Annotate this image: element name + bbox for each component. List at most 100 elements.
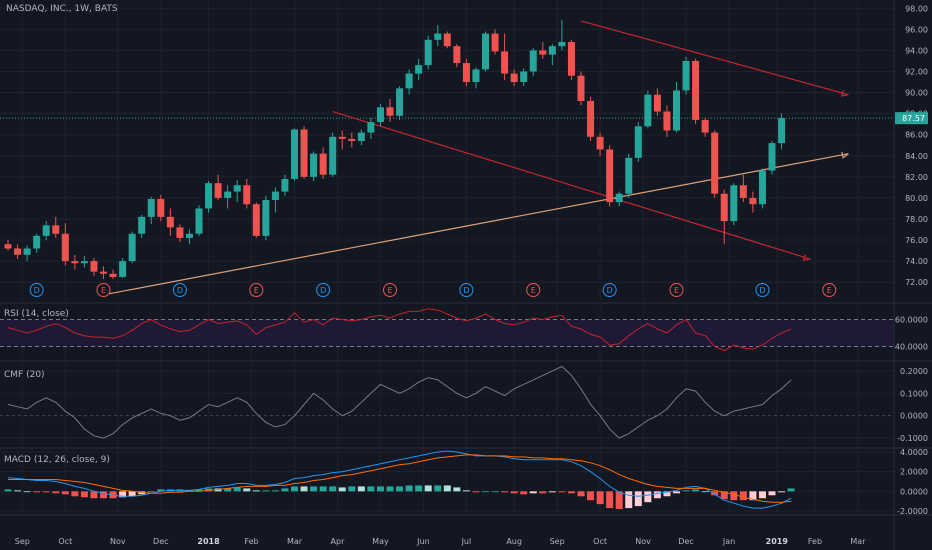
candle-body[interactable] <box>233 185 241 192</box>
candle-body[interactable] <box>606 149 614 203</box>
candle-body[interactable] <box>396 88 404 116</box>
earnings-marker[interactable] <box>526 283 541 297</box>
candle-body[interactable] <box>71 261 79 264</box>
candle-body[interactable] <box>692 60 700 120</box>
candle-body[interactable] <box>23 248 31 255</box>
candle-body[interactable] <box>520 71 528 83</box>
candle-body[interactable] <box>663 111 671 131</box>
candle-body[interactable] <box>482 33 489 70</box>
candle-body[interactable] <box>271 191 279 201</box>
candle-body[interactable] <box>768 143 776 171</box>
candle-body[interactable] <box>682 60 690 91</box>
candle-body[interactable] <box>701 119 709 133</box>
candle-body[interactable] <box>52 225 60 234</box>
candle-body[interactable] <box>291 129 298 179</box>
candle-body[interactable] <box>176 227 184 238</box>
candle-body[interactable] <box>80 261 88 264</box>
candle-body[interactable] <box>42 225 50 236</box>
candle-body[interactable] <box>501 51 509 74</box>
candle-body[interactable] <box>424 39 432 66</box>
candle-body[interactable] <box>319 153 327 175</box>
dividend-marker[interactable] <box>29 283 44 297</box>
candle-body[interactable] <box>539 50 547 55</box>
candle-body[interactable] <box>329 136 337 175</box>
candle-body[interactable] <box>653 94 661 112</box>
candle-body[interactable] <box>386 107 394 116</box>
price-axis[interactable]: 72.00 74.00 76.00 78.00 80.00 82.00 84.00 86.00… <box>895 4 928 516</box>
dividend-marker[interactable] <box>602 283 617 297</box>
dividend-marker[interactable] <box>459 283 474 297</box>
candle-body[interactable] <box>615 193 623 203</box>
candle-body[interactable] <box>739 185 747 198</box>
earnings-marker[interactable] <box>669 283 684 297</box>
trendline[interactable] <box>580 20 849 96</box>
candle-body[interactable] <box>567 41 575 76</box>
candle-body[interactable] <box>730 185 738 222</box>
candle-body[interactable] <box>749 197 757 205</box>
candlestick-series[interactable] <box>4 19 786 280</box>
candle-body[interactable] <box>758 170 766 205</box>
trendline[interactable] <box>332 110 811 260</box>
candle-body[interactable] <box>491 33 499 52</box>
candle-body[interactable] <box>720 193 728 222</box>
candle-body[interactable] <box>634 126 642 158</box>
candle-body[interactable] <box>195 208 203 234</box>
candle-body[interactable] <box>157 198 165 217</box>
candle-body[interactable] <box>33 235 41 249</box>
candle-body[interactable] <box>300 129 308 177</box>
candle-body[interactable] <box>4 244 12 249</box>
candle-body[interactable] <box>90 261 98 272</box>
candle-body[interactable] <box>644 94 652 127</box>
candle-body[interactable] <box>434 33 442 40</box>
dividend-marker[interactable] <box>755 283 770 297</box>
earnings-marker[interactable] <box>383 283 397 297</box>
candle-body[interactable] <box>109 273 117 277</box>
candle-body[interactable] <box>205 183 213 209</box>
candle-body[interactable] <box>138 216 146 234</box>
candle-body[interactable] <box>405 73 413 89</box>
candle-body[interactable] <box>510 73 518 83</box>
earnings-marker[interactable] <box>249 283 264 297</box>
candle-body[interactable] <box>61 233 69 262</box>
candle-body[interactable] <box>443 33 451 47</box>
candle-body[interactable] <box>252 204 260 236</box>
candle-body[interactable] <box>472 69 480 83</box>
candle-body[interactable] <box>147 198 155 217</box>
candle-body[interactable] <box>214 183 222 198</box>
candle-body[interactable] <box>415 65 423 74</box>
dividend-marker[interactable] <box>172 283 187 297</box>
candle-body[interactable] <box>224 191 232 198</box>
trendlines[interactable] <box>103 20 849 296</box>
candle-body[interactable] <box>357 132 365 142</box>
candle-body[interactable] <box>376 107 384 123</box>
candle-body[interactable] <box>128 233 136 262</box>
candle-body[interactable] <box>778 118 786 144</box>
time-axis[interactable]: Sep Oct Nov Dec 2018 Feb Mar Apr May Jun Jul Aug Sep… <box>15 537 866 546</box>
candle-body[interactable] <box>100 271 107 274</box>
trendline[interactable] <box>103 153 849 296</box>
candle-body[interactable] <box>625 157 633 194</box>
candle-body[interactable] <box>367 122 375 133</box>
candle-body[interactable] <box>453 46 461 64</box>
candle-body[interactable] <box>711 132 719 194</box>
candle-body[interactable] <box>558 41 566 47</box>
candle-body[interactable] <box>185 233 193 238</box>
last-price-tag[interactable] <box>895 112 928 125</box>
candle-body[interactable] <box>673 90 680 131</box>
candle-body[interactable] <box>338 136 346 139</box>
candle-body[interactable] <box>281 178 289 192</box>
candle-body[interactable] <box>166 216 174 228</box>
candle-body[interactable] <box>587 100 595 137</box>
candle-body[interactable] <box>548 46 556 55</box>
candle-body[interactable] <box>577 75 585 101</box>
earnings-marker[interactable] <box>822 283 837 297</box>
candle-body[interactable] <box>529 50 537 72</box>
candle-body[interactable] <box>462 63 470 83</box>
candle-body[interactable] <box>243 185 251 205</box>
earnings-marker[interactable] <box>96 283 111 297</box>
candle-body[interactable] <box>14 248 22 255</box>
candle-body[interactable] <box>262 200 270 236</box>
candle-body[interactable] <box>310 153 318 177</box>
